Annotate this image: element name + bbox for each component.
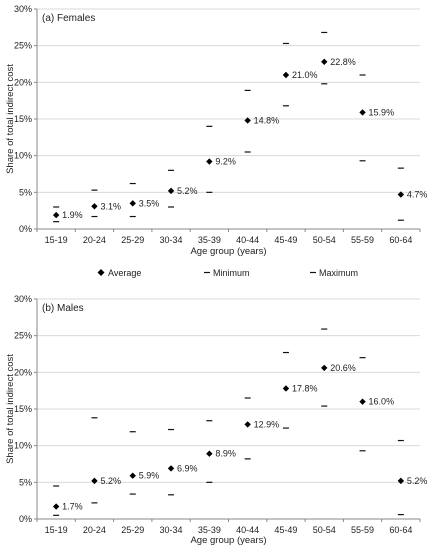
y-axis-title: Share of total indirect cost: [5, 64, 16, 174]
legend-diamond-marker: [97, 269, 105, 276]
y-tick-label: 25%: [14, 41, 32, 51]
average-marker: [244, 421, 251, 428]
average-marker: [359, 398, 366, 405]
x-tick-label: 30-34: [160, 235, 183, 245]
y-tick-label: 30%: [14, 294, 32, 304]
average-marker: [244, 117, 251, 124]
data-label: 5.2%: [100, 476, 121, 486]
data-label: 1.7%: [62, 502, 83, 512]
x-tick-label: 45-49: [274, 235, 297, 245]
panel-males: 0% 5% 10% 15% 20% 25% 30% 15-19 20-24 25-29 30-34 3…: [5, 294, 427, 546]
average-marker: [129, 200, 136, 207]
average-marker: [282, 71, 290, 79]
x-tick-label: 60-64: [389, 525, 412, 535]
legend-label-minimum: Minimum: [213, 268, 250, 278]
y-tick-label: 10%: [14, 151, 32, 161]
x-axis-title: Age group (years): [190, 535, 266, 546]
data-label: 12.9%: [254, 419, 280, 429]
average-marker: [282, 385, 290, 392]
y-tick-label: 20%: [14, 77, 32, 87]
average-marker: [91, 203, 98, 210]
y-tick-label: 20%: [14, 367, 32, 377]
data-label: 20.6%: [330, 363, 356, 373]
panel-title: (a) Females: [42, 13, 95, 24]
average-marker: [167, 465, 175, 472]
average-marker: [321, 364, 328, 372]
average-marker: [397, 477, 405, 485]
x-tick-label: 30-34: [160, 525, 183, 535]
data-label: 9.2%: [215, 157, 236, 167]
data-label: 17.8%: [292, 383, 318, 393]
panel-females: 0% 5% 10% 15% 20% 25% 30% 15-19 20-24 25-29 30-34 3…: [5, 4, 427, 257]
data-label: 16.0%: [369, 397, 395, 407]
legend-item-average: Average: [97, 268, 141, 278]
legend-item-minimum: Minimum: [204, 268, 250, 278]
data-label: 21.0%: [292, 70, 318, 80]
y-axis-title: Share of total indirect cost: [5, 354, 16, 464]
x-tick-label: 55-59: [351, 235, 374, 245]
y-tick-label: 15%: [14, 114, 32, 124]
data-label: 3.1%: [100, 201, 121, 211]
x-tick-label: 25-29: [121, 525, 144, 535]
y-tick-label: 30%: [14, 4, 32, 14]
x-axis-title: Age group (years): [190, 246, 266, 257]
panel-title: (b) Males: [42, 303, 84, 314]
legend-item-maximum: Maximum: [310, 268, 358, 278]
x-tick-label: 40-44: [236, 235, 259, 245]
x-tick-label: 15-19: [45, 235, 68, 245]
x-tick-label: 40-44: [236, 525, 259, 535]
legend-label-maximum: Maximum: [319, 268, 358, 278]
data-label: 5.2%: [177, 186, 198, 196]
legend-label-average: Average: [108, 268, 141, 278]
x-tick-label: 15-19: [45, 525, 68, 535]
y-tick-label: 0%: [19, 224, 32, 234]
x-tick-label: 55-59: [351, 525, 374, 535]
x-tick-label: 45-49: [274, 525, 297, 535]
data-label: 8.9%: [215, 449, 236, 459]
average-marker: [206, 158, 213, 165]
y-tick-label: 5%: [19, 477, 32, 487]
y-tick-label: 15%: [14, 404, 32, 414]
x-tick-label: 20-24: [83, 525, 106, 535]
y-tick-label: 10%: [14, 441, 32, 451]
average-marker: [167, 187, 175, 195]
average-marker: [52, 503, 60, 510]
x-tick-label: 20-24: [83, 235, 106, 245]
data-label: 15.9%: [369, 107, 395, 117]
x-tick-label: 50-54: [313, 525, 336, 535]
x-tick-label: 60-64: [389, 235, 412, 245]
data-label: 6.9%: [177, 463, 198, 473]
average-marker: [91, 477, 98, 485]
average-marker: [321, 58, 328, 65]
legend: Average Minimum Maximum: [97, 268, 358, 278]
y-tick-label: 5%: [19, 187, 32, 197]
data-label: 22.8%: [330, 57, 356, 67]
average-marker: [359, 109, 366, 116]
x-tick-label: 50-54: [313, 235, 336, 245]
average-marker: [206, 450, 213, 457]
x-tick-label: 35-39: [198, 525, 221, 535]
data-label: 3.5%: [139, 198, 160, 208]
y-tick-label: 0%: [19, 514, 32, 524]
x-tick-label: 25-29: [121, 235, 144, 245]
x-tick-label: 35-39: [198, 235, 221, 245]
data-label: 4.7%: [407, 190, 428, 200]
data-label: 5.2%: [407, 476, 428, 486]
average-marker: [52, 211, 60, 219]
y-tick-label: 25%: [14, 331, 32, 341]
data-label: 14.8%: [254, 115, 280, 125]
average-marker: [397, 191, 405, 198]
average-marker: [129, 472, 136, 479]
data-label: 1.9%: [62, 210, 83, 220]
data-label: 5.9%: [139, 471, 160, 481]
